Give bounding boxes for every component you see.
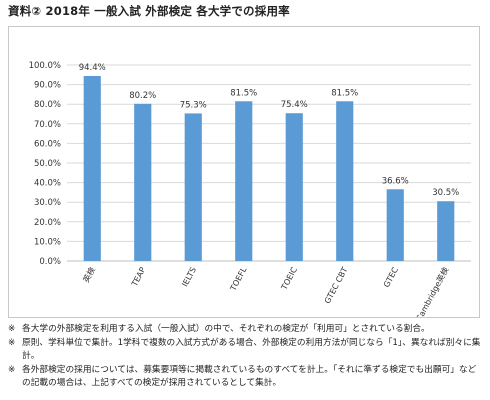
page-title: 資料② 2018年 一般入試 外部検定 各大学での採用率 <box>8 4 290 18</box>
note-text: 各大学の外部検定を利用する入試（一般入試）の中で、それぞれの検定が「利用可」とさ… <box>22 324 430 334</box>
data-label: 75.4% <box>281 100 308 110</box>
bar <box>83 75 101 261</box>
x-tick-label: 英検 <box>81 265 97 284</box>
bar <box>235 101 253 261</box>
data-label: 30.5% <box>432 188 459 198</box>
y-tick-label: 30.0% <box>34 198 61 208</box>
data-label: 81.5% <box>331 88 358 98</box>
bar <box>386 189 404 261</box>
bar <box>285 113 303 261</box>
note-text: 各外部検定の採用については、募集要項等に掲載されているものすべてを計上。「それに… <box>22 364 477 389</box>
bar <box>336 101 354 261</box>
bar <box>184 113 202 261</box>
x-tick-label: GTEC CBT <box>323 266 350 306</box>
y-tick-label: 80.0% <box>34 100 61 110</box>
x-tick-label: GTEC <box>382 265 400 289</box>
data-label: 94.4% <box>79 63 106 73</box>
footnote-2: ※ 原則、学科単位で集計。1学科で複数の入試方式がある場合、外部検定の利用方法が… <box>8 337 484 364</box>
footnotes: ※ 各大学の外部検定を利用する入試（一般入試）の中で、それぞれの検定が「利用可」… <box>8 323 484 391</box>
bar <box>134 103 152 261</box>
data-label: 75.3% <box>180 100 207 110</box>
bar <box>437 201 455 261</box>
note-mark: ※ <box>8 337 16 348</box>
x-tick-label: IELTS <box>180 266 198 289</box>
chart-container: 0.0% 10.0% 20.0% 30.0% 40.0% 50.0% 60.0% 70.0% 8… <box>8 26 480 318</box>
x-tick-label: TEAP <box>130 266 148 289</box>
y-tick-label: 40.0% <box>34 179 61 189</box>
data-label: 36.6% <box>382 176 409 186</box>
note-mark: ※ <box>8 324 16 334</box>
note-text: 原則、学科単位で集計。1学科で複数の入試方式がある場合、外部検定の利用方法が同じ… <box>22 337 481 362</box>
note-mark: ※ <box>8 364 16 375</box>
x-tick-label: TOEIC <box>279 265 299 292</box>
y-tick-label: 0.0% <box>39 257 61 267</box>
y-tick-label: 50.0% <box>34 159 61 169</box>
y-tick-label: 100.0% <box>29 61 61 71</box>
y-tick-label: 60.0% <box>34 139 61 149</box>
x-tick-label: TOEFL <box>228 265 249 293</box>
data-label: 81.5% <box>230 88 257 98</box>
bar-chart: 0.0% 10.0% 20.0% 30.0% 40.0% 50.0% 60.0% 70.0% 8… <box>29 61 471 317</box>
y-tick-label: 90.0% <box>34 81 61 91</box>
y-tick-label: 20.0% <box>34 218 61 228</box>
y-tick-label: 10.0% <box>34 237 61 247</box>
data-label: 80.2% <box>129 91 156 101</box>
footnote-1: ※ 各大学の外部検定を利用する入試（一般入試）の中で、それぞれの検定が「利用可」… <box>8 323 484 337</box>
y-tick-label: 70.0% <box>34 120 61 130</box>
x-tick-label: Cambridge英検 <box>414 265 451 317</box>
footnote-3: ※ 各外部検定の採用については、募集要項等に掲載されているものすべてを計上。「そ… <box>8 364 484 391</box>
